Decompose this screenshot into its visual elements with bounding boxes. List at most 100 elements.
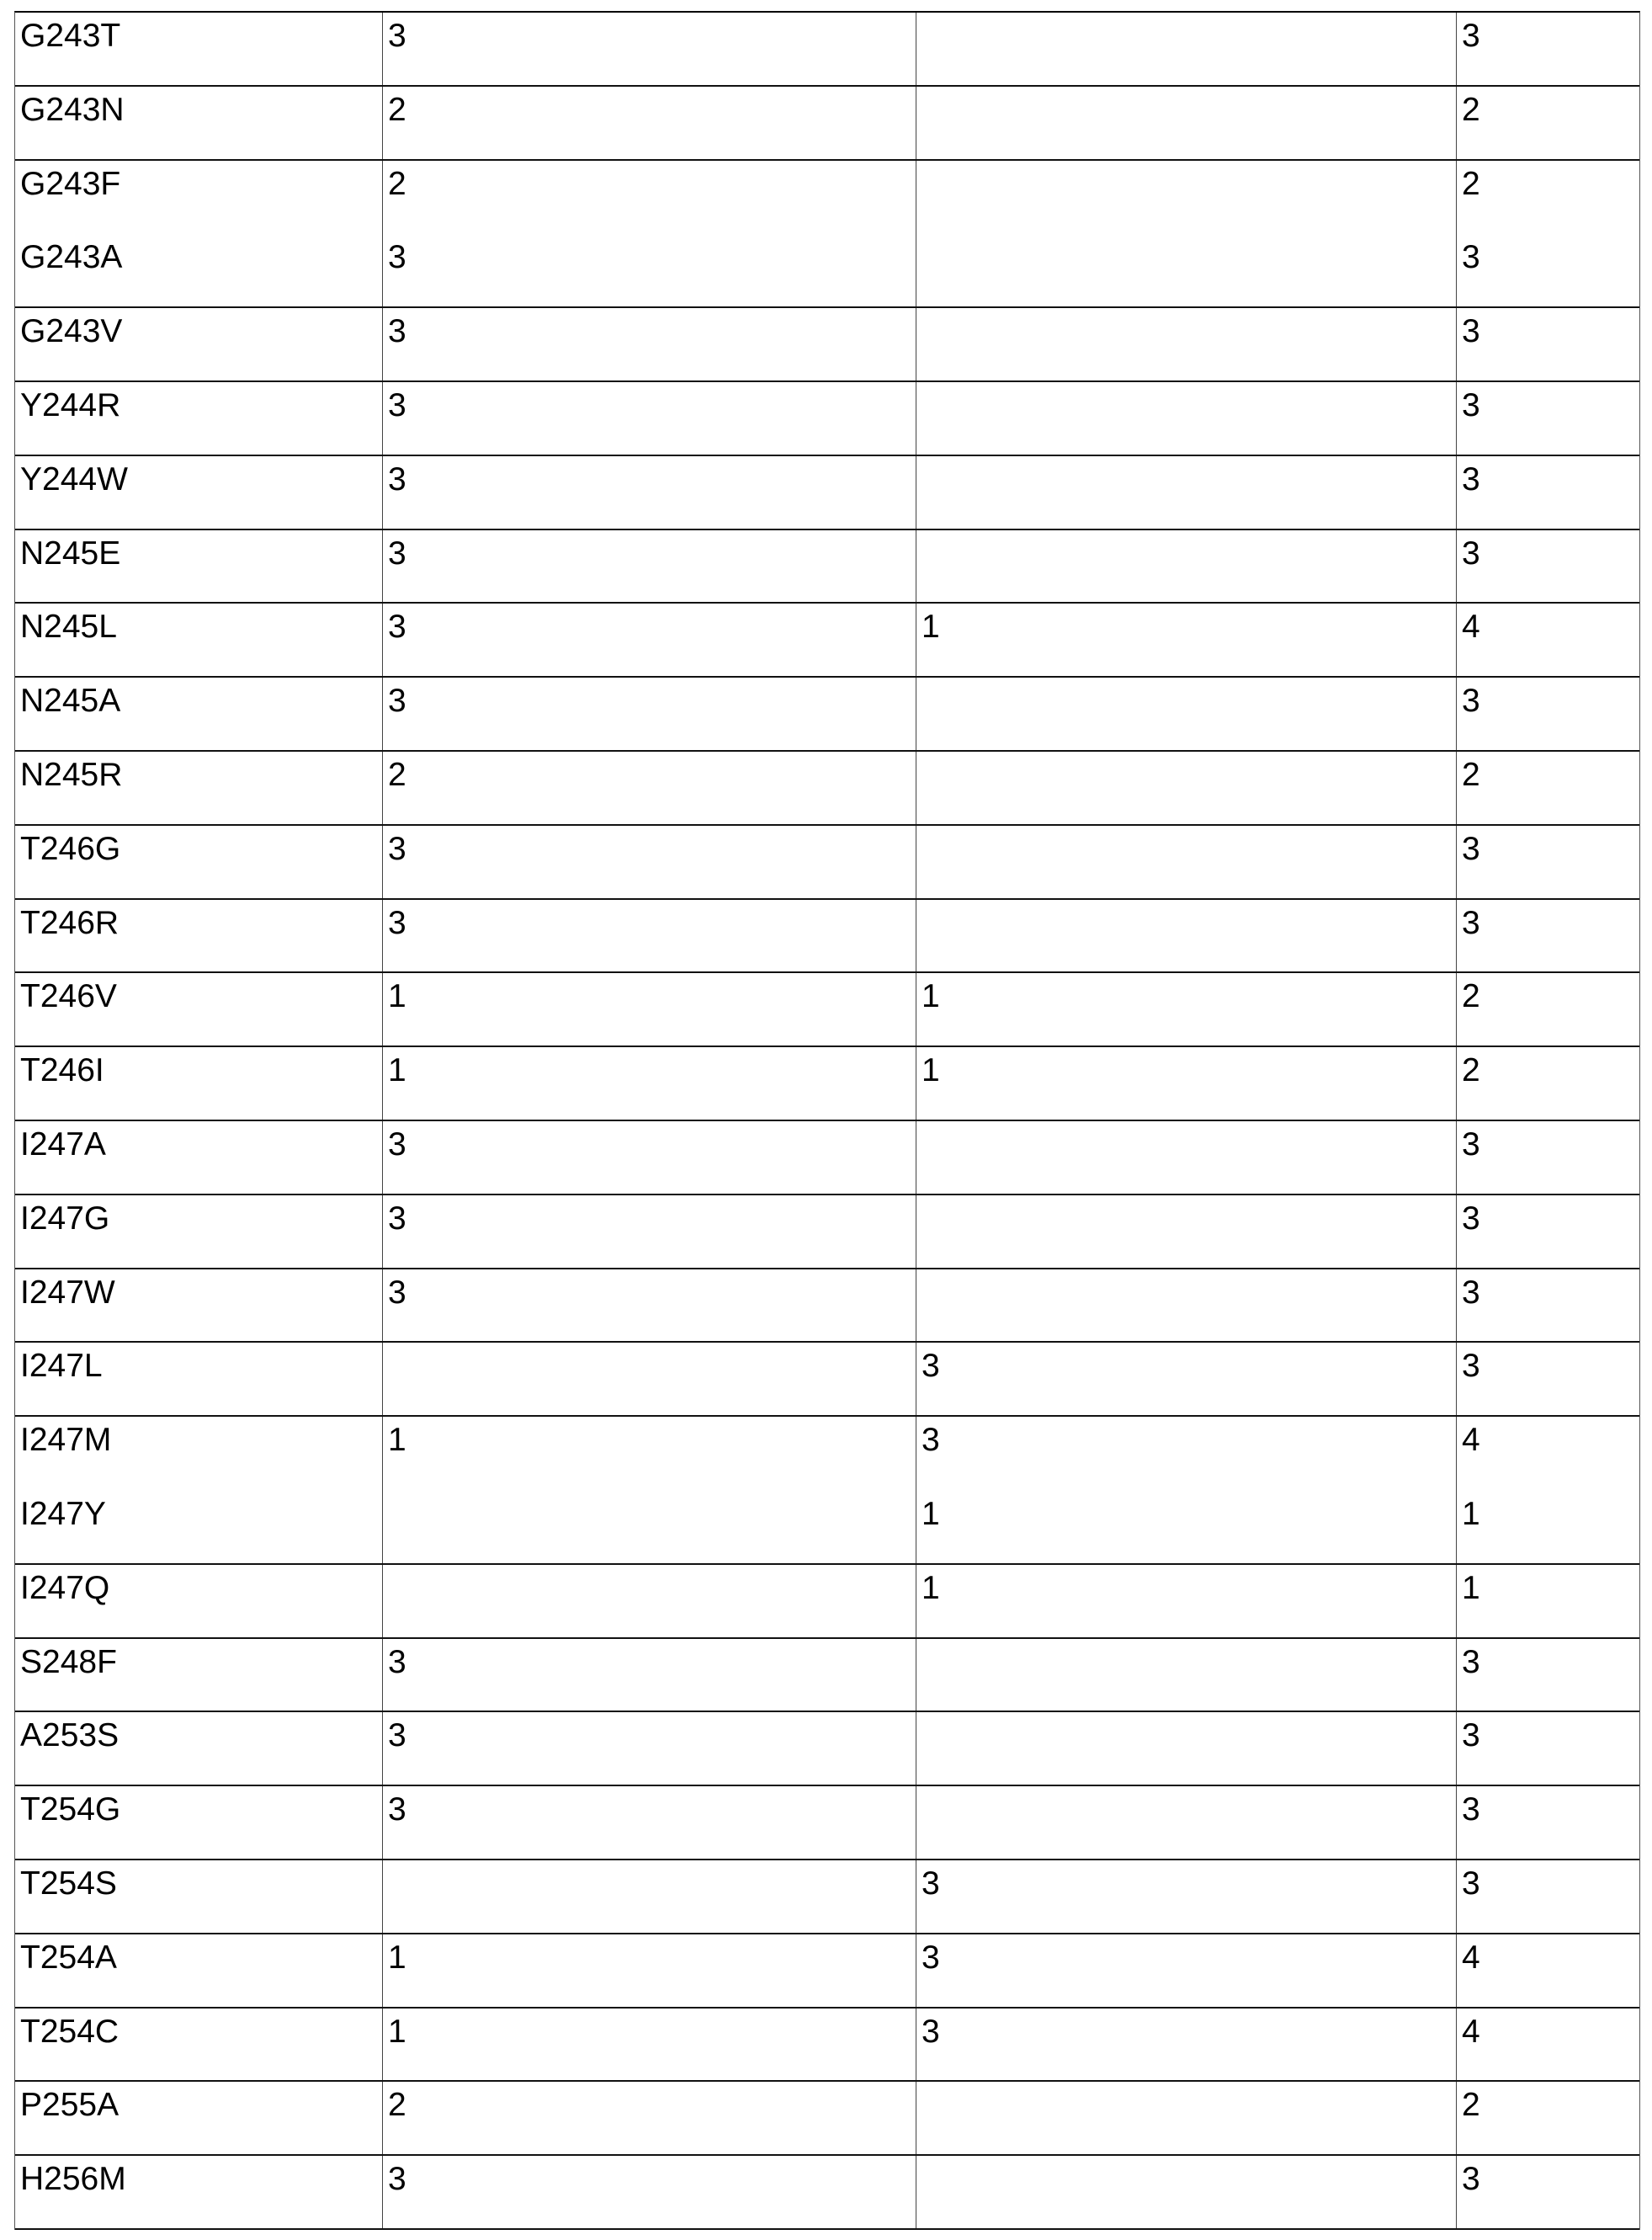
mutation-column: T246I <box>15 1047 383 1120</box>
table-row: T246G33 <box>15 826 1639 900</box>
count-b-cell <box>916 1712 1456 1785</box>
total-cell: 3 <box>1457 530 1639 603</box>
count-a-cell: 3 <box>383 826 916 898</box>
table-row: T254G33 <box>15 1786 1639 1860</box>
table-row: N245A33 <box>15 678 1639 752</box>
count-b-cell <box>916 456 1456 529</box>
count-b-cell <box>916 678 1456 750</box>
mutation-cell: T246I <box>15 1047 382 1120</box>
count-a-column: 3 <box>383 2156 916 2228</box>
count-b-cell <box>916 1786 1456 1859</box>
count-a-column: 3 <box>383 1195 916 1268</box>
count-b-column <box>916 900 1457 972</box>
mutation-column: T246R <box>15 900 383 972</box>
count-a-cell: 1 <box>383 973 916 1046</box>
count-b-column: 3 <box>916 1860 1457 1933</box>
count-a-column: 1 <box>383 1934 916 2007</box>
mutation-column: I247A <box>15 1121 383 1194</box>
total-column: 3 <box>1457 1195 1639 1268</box>
count-b-column <box>916 1639 1457 1711</box>
total-cell: 3 <box>1457 234 1639 306</box>
count-b-column <box>916 1121 1457 1194</box>
table-row: S248F33 <box>15 1639 1639 1713</box>
count-b-column <box>916 382 1457 455</box>
count-a-cell: 1 <box>383 1417 916 1491</box>
total-column: 23 <box>1457 161 1639 307</box>
total-column: 2 <box>1457 752 1639 824</box>
mutation-cell: Y244W <box>15 456 382 529</box>
total-cell: 2 <box>1457 2082 1639 2154</box>
total-cell: 3 <box>1457 456 1639 529</box>
mutation-cell: A253S <box>15 1712 382 1785</box>
total-cell: 3 <box>1457 900 1639 972</box>
count-a-column: 3 <box>383 1639 916 1711</box>
mutation-column: T254C <box>15 2009 383 2081</box>
count-a-cell: 3 <box>383 1121 916 1194</box>
count-a-column: 3 <box>383 382 916 455</box>
table-row: I247W33 <box>15 1269 1639 1343</box>
mutation-cell: T246V <box>15 973 382 1046</box>
count-b-cell: 3 <box>916 1343 1456 1415</box>
mutation-cell: N245E <box>15 530 382 603</box>
table-row: G243V33 <box>15 308 1639 382</box>
total-cell: 4 <box>1457 604 1639 676</box>
mutation-column: S248F <box>15 1639 383 1711</box>
count-a-cell: 1 <box>383 1934 916 2007</box>
total-column: 3 <box>1457 456 1639 529</box>
count-a-cell: 3 <box>383 1712 916 1785</box>
count-a-column: 1 <box>383 1417 916 1563</box>
count-b-cell: 1 <box>916 1491 1456 1563</box>
count-a-cell: 3 <box>383 900 916 972</box>
count-a-cell: 3 <box>383 604 916 676</box>
count-a-column: 2 <box>383 2082 916 2154</box>
mutation-cell: G243T <box>15 13 382 85</box>
total-column: 3 <box>1457 1712 1639 1785</box>
count-a-cell: 3 <box>383 234 916 306</box>
mutation-column: Y244R <box>15 382 383 455</box>
mutation-column: G243V <box>15 308 383 380</box>
count-a-cell: 3 <box>383 1786 916 1859</box>
table-row: T246R33 <box>15 900 1639 974</box>
count-a-cell: 3 <box>383 456 916 529</box>
count-a-cell: 2 <box>383 87 916 159</box>
count-b-column: 1 <box>916 604 1457 676</box>
mutation-column: T254G <box>15 1786 383 1859</box>
total-column: 4 <box>1457 2009 1639 2081</box>
count-b-cell <box>916 1269 1456 1342</box>
count-a-column: 3 <box>383 678 916 750</box>
total-cell: 3 <box>1457 1712 1639 1785</box>
count-b-column: 1 <box>916 1565 1457 1637</box>
count-a-column <box>383 1343 916 1415</box>
count-b-cell <box>916 308 1456 380</box>
count-b-column <box>916 1269 1457 1342</box>
count-a-column: 3 <box>383 1269 916 1342</box>
count-b-cell <box>916 752 1456 824</box>
total-column: 3 <box>1457 382 1639 455</box>
mutation-cell: I247M <box>15 1417 382 1491</box>
total-column: 3 <box>1457 678 1639 750</box>
mutation-cell: T254G <box>15 1786 382 1859</box>
mutation-cell: I247L <box>15 1343 382 1415</box>
total-column: 2 <box>1457 2082 1639 2154</box>
count-b-cell: 3 <box>916 1934 1456 2007</box>
mutation-column: I247W <box>15 1269 383 1342</box>
mutation-cell: Y244R <box>15 382 382 455</box>
mutation-column: I247MI247Y <box>15 1417 383 1563</box>
count-b-cell <box>916 1195 1456 1268</box>
mutation-column: G243T <box>15 13 383 85</box>
total-column: 3 <box>1457 1639 1639 1711</box>
count-a-column: 1 <box>383 1047 916 1120</box>
count-a-column <box>383 1565 916 1637</box>
total-cell: 2 <box>1457 161 1639 235</box>
table-row: T254A134 <box>15 1934 1639 2009</box>
count-b-column: 1 <box>916 1047 1457 1120</box>
count-a-column: 3 <box>383 530 916 603</box>
table-row: N245R22 <box>15 752 1639 826</box>
count-b-cell <box>916 87 1456 159</box>
count-a-column: 1 <box>383 973 916 1046</box>
mutation-column: I247G <box>15 1195 383 1268</box>
count-a-cell: 3 <box>383 382 916 455</box>
count-a-column: 3 <box>383 308 916 380</box>
count-a-column: 3 <box>383 1712 916 1785</box>
total-cell: 3 <box>1457 382 1639 455</box>
